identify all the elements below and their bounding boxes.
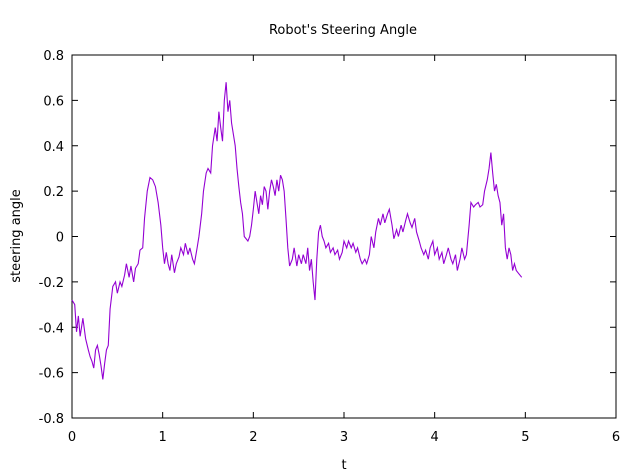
y-axis-label: steering angle	[9, 189, 24, 283]
y-tick-label: -0.8	[39, 412, 64, 427]
x-tick-label: 5	[521, 430, 529, 445]
y-tick-label: -0.2	[39, 276, 64, 291]
y-tick-label: -0.4	[39, 321, 64, 336]
x-tick-label: 4	[431, 430, 439, 445]
x-axis-ticks: 0 1 2 3 4 5 6	[68, 55, 620, 445]
y-tick-label: 0	[56, 231, 64, 246]
steering-angle-line	[71, 82, 523, 380]
y-tick-label: -0.6	[39, 367, 64, 382]
y-tick-label: 0.4	[43, 140, 64, 155]
x-tick-label: 3	[340, 430, 348, 445]
plot-frame	[71, 54, 617, 419]
x-tick-label: 1	[159, 430, 167, 445]
x-axis-label: t	[341, 458, 346, 473]
y-tick-label: 0.8	[43, 49, 64, 64]
chart-title: Robot's Steering Angle	[269, 23, 417, 38]
y-tick-label: 0.2	[43, 185, 64, 200]
x-tick-label: 2	[249, 430, 257, 445]
x-tick-label: 6	[612, 430, 620, 445]
x-tick-label: 0	[68, 430, 76, 445]
y-tick-label: 0.6	[43, 94, 64, 109]
y-axis-ticks: -0.8 -0.6 -0.4 -0.2 0 0.2 0.4 0.6 0.8	[39, 49, 616, 427]
